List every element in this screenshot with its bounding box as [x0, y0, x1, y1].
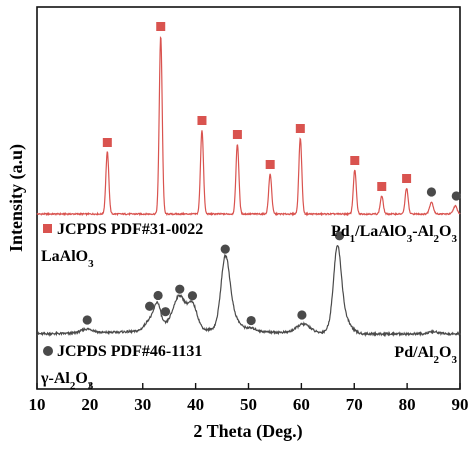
laalo3-peak-marker — [197, 116, 207, 125]
x-tick-label: 40 — [187, 395, 204, 414]
al2o3-peak-marker — [426, 187, 437, 197]
x-tick-label: 80 — [399, 395, 416, 414]
x-tick-label: 50 — [240, 395, 257, 414]
series-label-pd1-laalo3: Pd1/LaAlO3-Al2O3 — [331, 223, 458, 245]
laalo3-peak-marker — [377, 182, 387, 191]
al2o3-peak-marker — [334, 231, 345, 241]
al2o3-peak-marker — [82, 315, 92, 325]
al2o3-peak-marker — [297, 310, 307, 320]
x-tick-label: 60 — [293, 395, 310, 414]
laalo3-peak-marker — [295, 124, 305, 133]
series-label-pd-al2o3: Pd/Al2O3 — [394, 344, 457, 366]
x-tick-label: 30 — [134, 395, 151, 414]
legend-square-symbol — [43, 224, 52, 233]
laalo3-peak-marker — [350, 156, 360, 165]
al2o3-peak-marker — [153, 290, 163, 301]
al2o3-peak-marker — [145, 301, 155, 311]
laalo3-peak-marker — [402, 174, 412, 183]
series-lines — [36, 36, 461, 338]
legend-laalo3-ref: JCPDS PDF#31-0022 — [57, 221, 203, 238]
x-ticks: 10 20 30 40 50 60 70 80 90 — [29, 383, 469, 414]
laalo3-peak-marker — [102, 138, 112, 147]
x-axis-label: 2 Theta (Deg.) — [193, 421, 302, 442]
y-axis-label: Intensity (a.u) — [6, 144, 27, 252]
al2o3-peak-marker — [187, 291, 198, 301]
al2o3-peak-marker — [451, 191, 461, 201]
laalo3-peak-marker — [265, 160, 275, 169]
phase-markers — [82, 22, 461, 326]
pd-al2o3-line — [36, 244, 461, 338]
pd1-laalo3-al2o3-line — [36, 36, 461, 217]
x-tick-label: 20 — [81, 395, 98, 414]
legend-al2o3-phase: γ-Al2O3 — [40, 370, 94, 392]
al2o3-peak-marker — [220, 244, 230, 254]
x-tick-label: 90 — [452, 395, 469, 414]
x-tick-label: 70 — [346, 395, 363, 414]
x-tick-label: 10 — [29, 395, 46, 414]
al2o3-peak-marker — [160, 307, 171, 317]
al2o3-peak-marker — [175, 284, 185, 294]
legend-circle-symbol — [43, 346, 53, 356]
legend-laalo3-phase: LaAlO3 — [41, 248, 94, 270]
al2o3-peak-marker — [246, 315, 256, 326]
laalo3-peak-marker — [156, 22, 166, 31]
laalo3-peak-marker — [232, 130, 242, 139]
legend-al2o3-ref: JCPDS PDF#46-1131 — [57, 343, 202, 360]
